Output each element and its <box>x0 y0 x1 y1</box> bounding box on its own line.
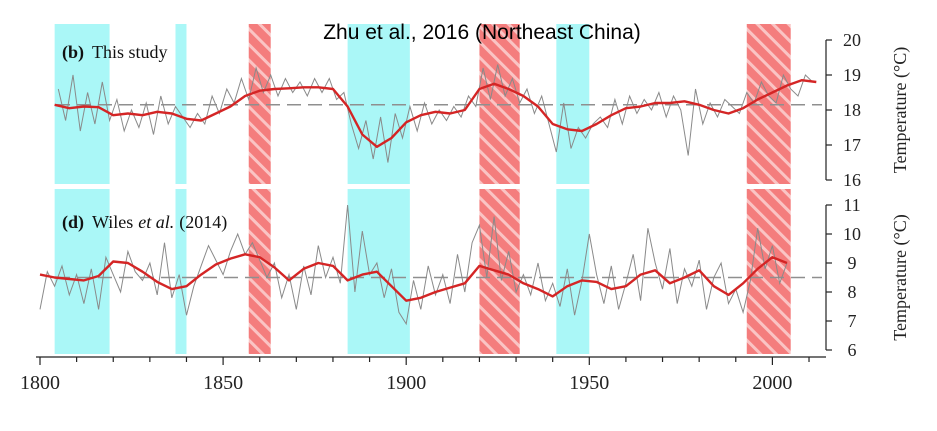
y-axis-label-d: Temperature (°C) <box>890 214 911 340</box>
x-tick-label-1800: 1800 <box>20 372 60 394</box>
y-tick-label-d-7: 7 <box>848 311 857 331</box>
x-tick-label-2000: 2000 <box>752 372 792 394</box>
panel-letter-d: (d) <box>62 212 84 233</box>
y-tick-label-b-16: 16 <box>843 170 861 190</box>
y-tick-label-d-10: 10 <box>843 224 861 244</box>
panel-source-b: This study <box>92 42 168 62</box>
y-tick-label-d-11: 11 <box>843 195 860 215</box>
shaded-periods <box>0 24 937 354</box>
y-tick-label-b-17: 17 <box>843 135 861 155</box>
panel-label-d: (d) Wiles et al. (2014) <box>62 212 227 233</box>
chart-title: Zhu et al., 2016 (Northeast China) <box>323 21 641 44</box>
plot-area <box>39 64 822 326</box>
panel-source-year-d: (2014) <box>179 212 227 233</box>
warm-period-d-0 <box>248 189 271 354</box>
x-tick-label-1950: 1950 <box>569 372 609 394</box>
x-tick-label-1850: 1850 <box>203 372 243 394</box>
panel-label-b: (b) This study <box>62 42 168 63</box>
cool-period-d-3 <box>556 189 590 354</box>
smoothed-series-d <box>39 253 788 302</box>
y-tick-label-b-19: 19 <box>843 65 861 85</box>
raw-series-d <box>39 204 788 326</box>
y-tick-label-d-6: 6 <box>848 340 857 360</box>
cool-period-d-1 <box>175 189 187 354</box>
y-tick-label-b-18: 18 <box>843 100 861 120</box>
y-tick-label-d-9: 9 <box>848 253 857 273</box>
smoothed-series-b <box>54 78 817 149</box>
panel-source-italic-d: et al. <box>138 212 174 232</box>
y-axis-label-b: Temperature (°C) <box>890 47 911 173</box>
panel-separator <box>0 184 937 188</box>
x-tick-label-1900: 1900 <box>386 372 426 394</box>
warm-period-b-0 <box>248 24 271 184</box>
panel-source-d: Wiles <box>92 212 133 232</box>
panel-letter-b: (b) <box>62 42 84 63</box>
y-tick-label-d-8: 8 <box>848 282 857 302</box>
cool-period-b-1 <box>175 24 187 184</box>
axes: 16 17 18 19 20 Temperature (°C) (b) This study 6… <box>20 30 911 394</box>
y-tick-label-b-20: 20 <box>843 30 861 50</box>
